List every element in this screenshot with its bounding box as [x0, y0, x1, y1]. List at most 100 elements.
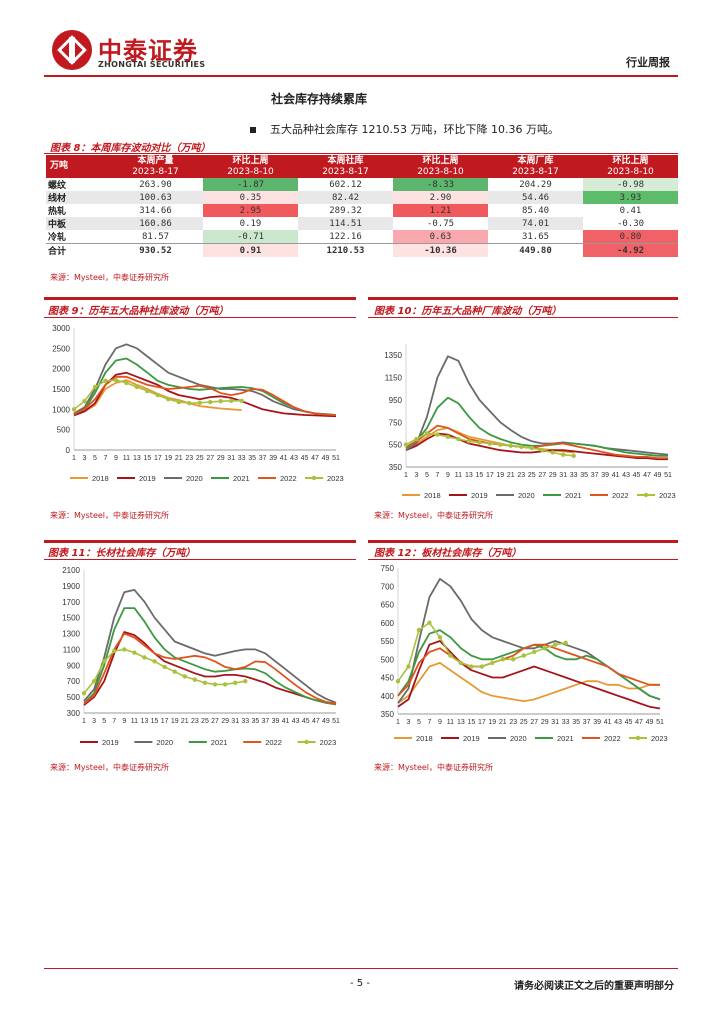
- x-tick-label: 19: [171, 718, 179, 725]
- x-tick-label: 21: [499, 719, 507, 726]
- y-tick-label: 700: [67, 677, 81, 686]
- series-point-2023: [511, 657, 516, 662]
- series-point-2023: [437, 635, 443, 640]
- y-tick-label: 1500: [52, 385, 70, 394]
- x-tick-label: 5: [93, 455, 97, 462]
- y-tick-label: 700: [381, 582, 395, 591]
- legend-item-2023: 2023: [629, 734, 668, 743]
- legend-label: 2023: [320, 738, 337, 747]
- series-point-2023: [435, 432, 440, 437]
- table-header-cell: 本周产量 2023-8-17: [108, 155, 203, 178]
- table-cell: 314.66: [139, 205, 172, 216]
- series-point-2023: [202, 680, 208, 686]
- section-title: 社会库存持续累库: [271, 92, 368, 106]
- legend-item-2022: 2022: [582, 734, 621, 743]
- x-tick-label: 45: [301, 455, 309, 462]
- series-point-2023: [176, 399, 181, 405]
- x-tick-label: 29: [541, 719, 549, 726]
- y-tick-label: 750: [389, 418, 403, 427]
- series-point-2023: [71, 407, 77, 412]
- x-tick-label: 15: [467, 719, 475, 726]
- x-tick-label: 21: [507, 472, 515, 479]
- figure-12-rule: [368, 559, 678, 560]
- inventory-table: 万吨 本周产量 2023-8-17 环比上周 2023-8-10 本周社库 2023-…: [46, 155, 678, 257]
- series-point-2023: [142, 655, 147, 660]
- table-row-label: 中板: [46, 217, 108, 230]
- legend-item-2022: 2022: [590, 491, 629, 500]
- legend-label: 2022: [604, 734, 621, 743]
- series-point-2023: [458, 660, 464, 666]
- x-tick-label: 19: [164, 455, 172, 462]
- y-tick-label: 900: [67, 661, 81, 670]
- y-tick-label: 350: [381, 710, 395, 719]
- legend-label: 2019: [102, 738, 119, 747]
- series-point-2023: [469, 664, 474, 669]
- x-tick-label: 43: [622, 472, 630, 479]
- series-point-2023: [427, 620, 432, 625]
- table-cell: -0.75: [393, 217, 488, 230]
- figure-10-title: 图表 10：历年五大品种厂库波动（万吨）: [374, 306, 562, 317]
- figure-9-rule: [44, 317, 356, 318]
- x-tick-label: 51: [332, 718, 340, 725]
- series-line-2021: [397, 629, 661, 701]
- series-point-2023: [82, 399, 87, 404]
- x-tick-label: 25: [196, 455, 204, 462]
- x-tick-label: 33: [570, 472, 578, 479]
- table-cell: 160.86: [108, 217, 203, 230]
- table-cell: 2.95: [203, 204, 298, 217]
- figure-9-title: 图表 9：历年五大品种社库波动（万吨）: [48, 306, 229, 317]
- series-line-2020: [405, 355, 669, 456]
- x-tick-label: 11: [123, 455, 130, 462]
- table-cell: 74.01: [488, 217, 583, 230]
- y-tick-label: 500: [67, 693, 81, 702]
- x-tick-label: 45: [633, 472, 641, 479]
- x-tick-label: 5: [417, 719, 421, 726]
- x-tick-label: 41: [604, 719, 612, 726]
- x-tick-label: 25: [528, 472, 536, 479]
- y-tick-label: 1700: [62, 598, 80, 607]
- x-tick-label: 15: [151, 718, 159, 725]
- y-tick-label: 500: [57, 426, 71, 435]
- legend-label: 2023: [651, 734, 668, 743]
- table-cell: 0.41: [583, 204, 678, 217]
- series-point-2023: [561, 452, 566, 457]
- brand-name: 中泰证券: [98, 37, 198, 65]
- x-tick-label: 9: [122, 718, 126, 725]
- table-row-label: 冷轧: [48, 233, 67, 243]
- figure-12-source: 来源：Mysteel，中泰证券研究所: [374, 763, 494, 772]
- y-tick-label: 1100: [63, 645, 81, 654]
- table-row: 螺纹 263.90 -1.87 602.12 -8.33 204.29 -0.98: [46, 178, 678, 191]
- legend-item-2021: 2021: [188, 738, 227, 747]
- series-point-2023: [416, 627, 422, 633]
- legend-item-2018: 2018: [70, 474, 109, 483]
- series-point-2023: [218, 399, 223, 404]
- x-tick-label: 37: [262, 718, 270, 725]
- table-row: 冷轧 81.57 -0.71 122.16 0.63 31.65 0.80: [46, 230, 678, 244]
- x-tick-label: 9: [446, 472, 450, 479]
- x-tick-label: 3: [407, 719, 411, 726]
- y-tick-label: 550: [381, 637, 395, 646]
- series-point-2023: [487, 441, 493, 446]
- series-point-2023: [222, 682, 228, 687]
- y-tick-label: 450: [381, 674, 395, 683]
- legend-item-2021: 2021: [543, 491, 582, 500]
- series-point-2023: [500, 657, 505, 662]
- series-point-2023: [172, 669, 177, 674]
- x-tick-label: 7: [103, 455, 107, 462]
- logo-emblem-icon: [52, 30, 92, 70]
- x-tick-label: 3: [415, 472, 419, 479]
- x-tick-label: 39: [593, 719, 601, 726]
- x-tick-label: 49: [322, 718, 330, 725]
- figure-12-bar: [368, 540, 678, 543]
- series-point-2023: [81, 690, 87, 696]
- figure-10-rule: [368, 317, 678, 318]
- y-tick-label: 1000: [52, 405, 70, 414]
- y-tick-label: 350: [389, 463, 403, 472]
- legend-item-2019: 2019: [449, 491, 488, 500]
- table-cell: 204.29: [519, 179, 552, 190]
- table-cell: 1210.53: [298, 243, 393, 257]
- legend-label: 2019: [463, 734, 480, 743]
- table-cell: 289.32: [329, 205, 362, 216]
- x-tick-label: 31: [559, 472, 567, 479]
